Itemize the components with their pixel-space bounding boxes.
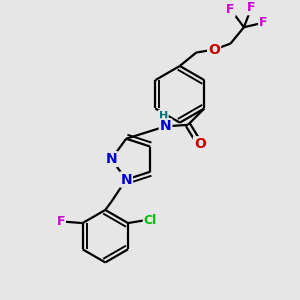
- Text: H: H: [159, 111, 168, 121]
- Text: F: F: [259, 16, 268, 29]
- Text: Cl: Cl: [144, 214, 157, 226]
- Text: F: F: [57, 215, 65, 228]
- Text: O: O: [208, 43, 220, 57]
- Text: O: O: [194, 137, 206, 151]
- Text: N: N: [160, 119, 171, 133]
- Text: N: N: [106, 152, 117, 166]
- Text: F: F: [247, 1, 256, 14]
- Text: F: F: [226, 3, 235, 16]
- Text: N: N: [120, 172, 132, 187]
